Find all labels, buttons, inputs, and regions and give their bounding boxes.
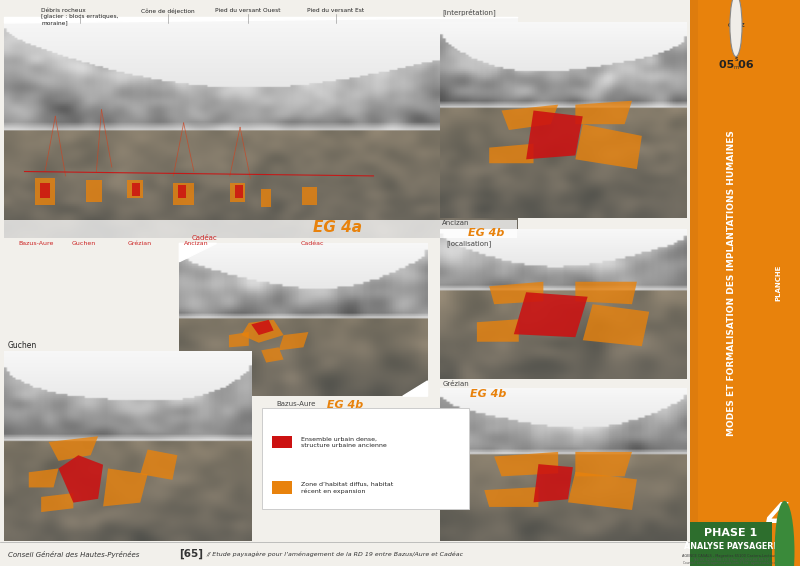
Polygon shape <box>526 110 582 160</box>
Text: Ancizan: Ancizan <box>184 241 208 246</box>
Bar <box>86 181 102 203</box>
Polygon shape <box>484 487 538 507</box>
Bar <box>174 182 194 205</box>
Text: Courriel: contact@agencecasals.com // Site: agencecasals.com: Courriel: contact@agencecasals.com // Si… <box>683 561 778 565</box>
Polygon shape <box>582 304 650 346</box>
Polygon shape <box>140 449 178 480</box>
Polygon shape <box>502 105 558 130</box>
Text: Zone d’habitat diffus, habitat
récent en expansion: Zone d’habitat diffus, habitat récent en… <box>302 482 394 494</box>
Polygon shape <box>278 332 308 350</box>
Bar <box>272 481 292 494</box>
Polygon shape <box>575 124 642 169</box>
Polygon shape <box>490 282 543 304</box>
Polygon shape <box>262 348 283 363</box>
Polygon shape <box>514 292 588 337</box>
Polygon shape <box>103 469 148 507</box>
Text: Cadéac: Cadéac <box>191 234 217 241</box>
Text: Conseil Général des Hautes-Pyrénées: Conseil Général des Hautes-Pyrénées <box>8 551 139 558</box>
Circle shape <box>774 501 794 566</box>
Text: MODES ET FORMALISATION DES IMPLANTATIONS HUMAINES: MODES ET FORMALISATION DES IMPLANTATIONS… <box>727 130 736 436</box>
Text: Cadéac: Cadéac <box>300 241 324 246</box>
Bar <box>34 178 55 205</box>
Bar <box>127 181 142 198</box>
Text: Débris rocheux
[glacier : blocs erratiques,
moraine]: Débris rocheux [glacier : blocs erratiqu… <box>42 8 118 25</box>
Bar <box>272 436 292 448</box>
Polygon shape <box>534 464 573 503</box>
Bar <box>178 185 186 198</box>
Text: // Etude paysagère pour l’aménagement de la RD 19 entre Bazus/Aure et Cadéac: // Etude paysagère pour l’aménagement de… <box>207 551 464 557</box>
Polygon shape <box>568 472 637 510</box>
Text: [interprétation]: [interprétation] <box>442 8 496 16</box>
Text: Ancizan: Ancizan <box>442 220 470 226</box>
Text: EG 4a: EG 4a <box>313 220 362 235</box>
Polygon shape <box>242 320 283 343</box>
Text: Tél: 05.62.68.58.29.3 Fax: 05.062.68.59.97: Tél: 05.62.68.58.29.3 Fax: 05.062.68.59.… <box>693 558 769 562</box>
Text: PLANCHE: PLANCHE <box>775 265 781 301</box>
Text: Z: Z <box>741 23 745 28</box>
Text: +: + <box>732 20 740 31</box>
Text: m: m <box>734 66 738 70</box>
Text: Ensemble urbain dense,
structure urbaine ancienne: Ensemble urbain dense, structure urbaine… <box>302 436 387 448</box>
Text: EG 4b: EG 4b <box>470 389 506 400</box>
Polygon shape <box>575 282 637 304</box>
Circle shape <box>730 0 742 57</box>
Text: Pied du versant Ouest: Pied du versant Ouest <box>215 8 281 14</box>
Polygon shape <box>29 469 58 487</box>
Polygon shape <box>229 332 249 348</box>
Polygon shape <box>179 243 217 261</box>
Text: AGENCE CASALS - Magenties 65100 Castera-Lectourbe: AGENCE CASALS - Magenties 65100 Castera-… <box>682 554 780 558</box>
Text: Guchen: Guchen <box>72 241 96 246</box>
Polygon shape <box>575 101 632 124</box>
Text: Pied du versant Est: Pied du versant Est <box>307 8 365 14</box>
Polygon shape <box>575 452 632 477</box>
Text: Guchen: Guchen <box>8 341 38 350</box>
Bar <box>40 182 50 198</box>
Text: 05 06: 05 06 <box>718 60 754 70</box>
Text: S: S <box>734 57 738 62</box>
Bar <box>690 522 773 566</box>
Polygon shape <box>41 493 74 512</box>
Text: ANALYSE PAYSAGERE: ANALYSE PAYSAGERE <box>684 542 778 551</box>
Text: [localisation]: [localisation] <box>446 241 491 247</box>
Bar <box>0 542 690 566</box>
Polygon shape <box>58 455 103 503</box>
Bar <box>261 189 271 207</box>
Text: EG 4b: EG 4b <box>323 400 363 410</box>
Text: Bazus-Aure: Bazus-Aure <box>277 401 316 407</box>
Bar <box>230 182 246 203</box>
Text: Cône de déjection: Cône de déjection <box>141 8 195 14</box>
Text: PHASE 1: PHASE 1 <box>704 528 758 538</box>
Bar <box>132 183 140 196</box>
Text: EG 4c: EG 4c <box>470 551 506 561</box>
Polygon shape <box>494 452 558 477</box>
Polygon shape <box>49 436 98 461</box>
Text: 4: 4 <box>766 501 790 535</box>
Text: EG 4c: EG 4c <box>58 545 98 558</box>
Text: Grézian: Grézian <box>128 241 152 246</box>
Bar <box>235 185 242 198</box>
Polygon shape <box>477 319 518 342</box>
Bar <box>262 408 469 509</box>
Polygon shape <box>402 381 427 396</box>
Polygon shape <box>251 320 274 335</box>
Text: Bazus-Aure: Bazus-Aure <box>18 241 54 246</box>
Text: Cadéac: Cadéac <box>442 543 468 550</box>
Bar <box>4 220 517 238</box>
Bar <box>302 187 317 205</box>
Text: O: O <box>727 23 731 28</box>
Text: [65]: [65] <box>179 549 203 559</box>
Text: EG 4b: EG 4b <box>468 228 504 238</box>
Text: Grézian: Grézian <box>442 381 469 388</box>
Polygon shape <box>490 144 534 163</box>
Bar <box>690 0 698 566</box>
